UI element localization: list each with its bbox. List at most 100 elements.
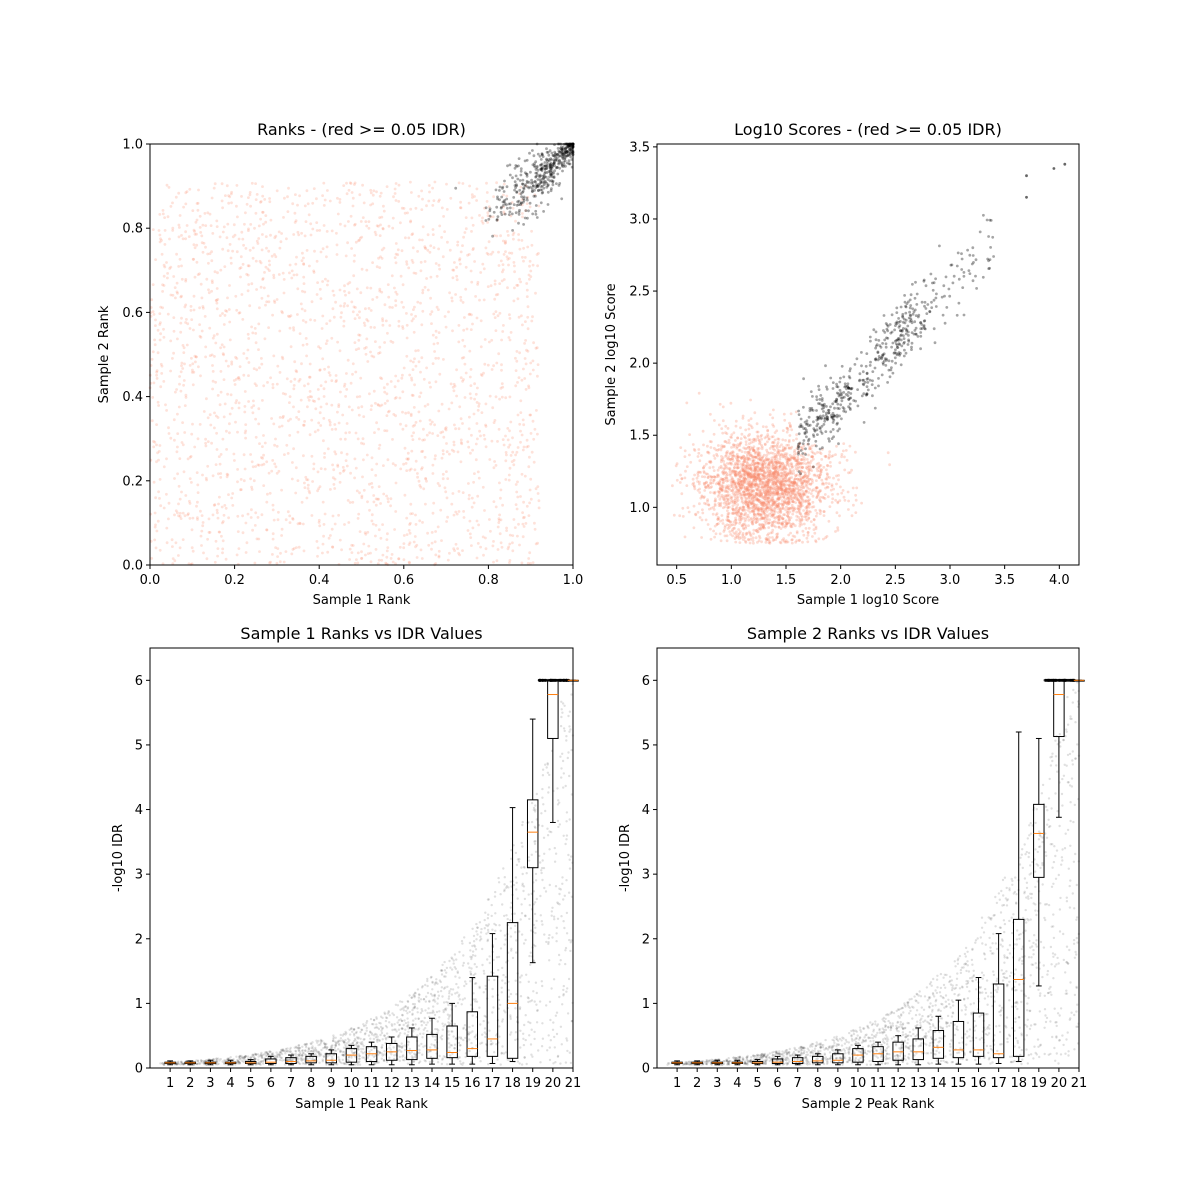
scatter-point-red xyxy=(812,495,815,498)
scatter-point-red xyxy=(261,513,264,516)
scatter-point-red xyxy=(482,554,485,557)
scatter-point-red xyxy=(178,485,181,488)
scatter-point-red xyxy=(215,463,218,466)
scatter-point-red xyxy=(438,264,441,267)
scatter-point-red xyxy=(226,393,229,396)
scatter-point-red xyxy=(788,516,791,519)
scatter-point-red xyxy=(423,438,426,441)
scatter-point-red xyxy=(191,423,194,426)
scatter-point-red xyxy=(233,453,236,456)
scatter-point-red xyxy=(532,341,535,344)
scatter-point-red xyxy=(380,192,383,195)
scatter-point-red xyxy=(434,458,437,461)
scatter-point-red xyxy=(200,283,203,286)
scatter-point-red xyxy=(775,457,778,460)
scatter-point-black xyxy=(503,180,506,183)
scatter-point-red xyxy=(713,475,716,478)
scatter-point-red xyxy=(484,338,487,341)
scatter-point-red xyxy=(263,287,266,290)
scatter-point-red xyxy=(305,220,308,223)
scatter-point-red xyxy=(709,491,712,494)
scatter-point-red xyxy=(524,339,527,342)
scatter-point-red xyxy=(225,310,228,313)
x-tick-label: 0.2 xyxy=(224,573,245,588)
scatter-point-red xyxy=(432,502,435,505)
scatter-point-red xyxy=(772,409,775,412)
scatter-point-red xyxy=(223,514,226,517)
scatter-point-red xyxy=(850,469,853,472)
scatter-point-red xyxy=(462,356,465,359)
scatter-point-red xyxy=(502,240,505,243)
scatter-point-red xyxy=(705,519,708,522)
scatter-point-red xyxy=(257,516,260,519)
scatter-point-red xyxy=(492,364,495,367)
scatter-point-red xyxy=(357,347,360,350)
scatter-point-red xyxy=(701,512,704,515)
scatter-point-red xyxy=(782,429,785,432)
scatter-point-red xyxy=(800,505,803,508)
scatter-point-red xyxy=(401,374,404,377)
scatter-point-red xyxy=(452,269,455,272)
scatter-point-red xyxy=(836,501,839,504)
scatter-point-red xyxy=(722,460,725,463)
scatter-point-red xyxy=(793,535,796,538)
scatter-point-red xyxy=(201,474,204,477)
scatter-point-red xyxy=(185,318,188,321)
scatter-point-red xyxy=(418,438,421,441)
scatter-point-red xyxy=(420,392,423,395)
scatter-point-black xyxy=(560,197,563,200)
scatter-point-black xyxy=(525,209,528,212)
scatter-point-red xyxy=(289,395,292,398)
scatter-point-red xyxy=(166,541,169,544)
scatter-point-red xyxy=(292,329,295,332)
scatter-point-red xyxy=(477,409,480,412)
scatter-point-red xyxy=(504,396,507,399)
scatter-point-red xyxy=(330,379,333,382)
scatter-point-black xyxy=(558,182,561,185)
scatter-point-red xyxy=(789,532,792,535)
scatter-point-red xyxy=(189,364,192,367)
scatter-point-red xyxy=(359,530,362,533)
scatter-point-red xyxy=(234,295,237,298)
scatter-point-red xyxy=(215,299,218,302)
scatter-point-red xyxy=(843,456,846,459)
scatter-point-red xyxy=(287,452,290,455)
scatter-point-red xyxy=(182,538,185,541)
scatter-point-red xyxy=(275,465,278,468)
scatter-point-red xyxy=(530,320,533,323)
scatter-point-red xyxy=(234,401,237,404)
scatter-point-red xyxy=(445,442,448,445)
scatter-point-red xyxy=(339,223,342,226)
scatter-point-red xyxy=(726,441,729,444)
scatter-point-red xyxy=(473,472,476,475)
scatter-point-red xyxy=(373,431,376,434)
scatter-point-red xyxy=(162,213,165,216)
scatter-point-red xyxy=(501,382,504,385)
scatter-point-red xyxy=(212,370,215,373)
scatter-point-red xyxy=(522,419,525,422)
scatter-point-red xyxy=(222,520,225,523)
scatter-point-red xyxy=(696,477,699,480)
scatter-point-red xyxy=(221,182,224,185)
scatter-point-red xyxy=(769,413,772,416)
scatter-point-red xyxy=(701,519,704,522)
scatter-point-red xyxy=(734,541,737,544)
scatter-point-red xyxy=(169,266,172,269)
scatter-point-red xyxy=(511,534,514,537)
scatter-point-red xyxy=(804,516,807,519)
scatter-point-black xyxy=(487,218,490,221)
scatter-point-red xyxy=(232,235,235,238)
scatter-point-red xyxy=(826,464,829,467)
scatter-point-red xyxy=(215,220,218,223)
scatter-point-red xyxy=(336,244,339,247)
scatter-point-red xyxy=(229,339,232,342)
scatter-point-red xyxy=(244,390,247,393)
scatter-point-red xyxy=(204,356,207,359)
scatter-point-red xyxy=(262,434,265,437)
scatter-point-red xyxy=(507,234,510,237)
scatter-point-red xyxy=(317,547,320,550)
scatter-point-red xyxy=(157,520,160,523)
scatter-point-red xyxy=(326,246,329,249)
scatter-point-red xyxy=(468,416,471,419)
scatter-point-black xyxy=(537,153,540,156)
